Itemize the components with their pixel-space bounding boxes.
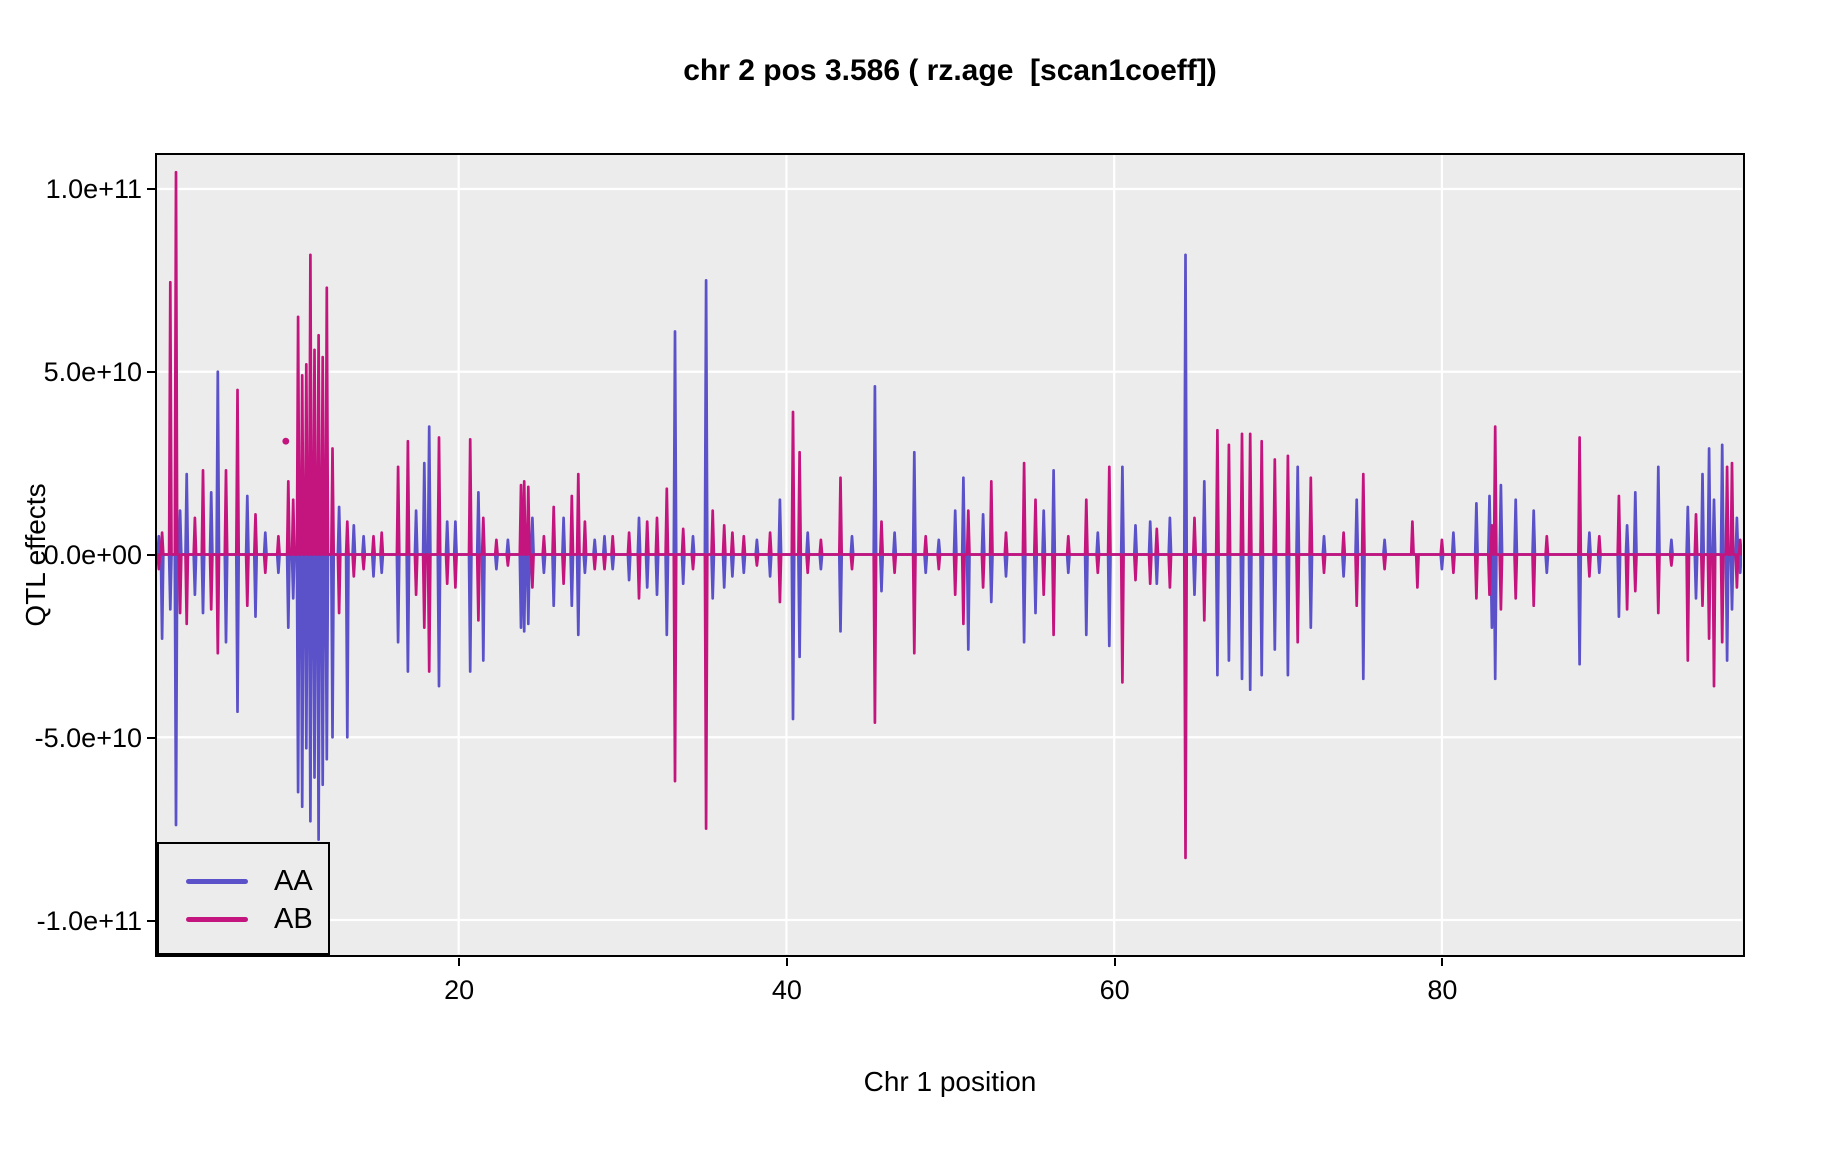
chart-title: chr 2 pos 3.586 ( rz.age [scan1coeff]) xyxy=(683,54,1217,87)
y-tick-label: 5.0e+10 xyxy=(43,357,142,388)
plot-panel xyxy=(155,153,1745,957)
y-tick-mark xyxy=(147,554,155,556)
y-tick-mark xyxy=(147,919,155,922)
x-tick-mark xyxy=(458,957,461,966)
x-tick-label: 80 xyxy=(1427,975,1458,1005)
y-tick-label: -5.0e+10 xyxy=(34,722,142,753)
x-tick-label: 20 xyxy=(444,975,475,1005)
y-tick-mark xyxy=(147,736,155,739)
x-tick-label: 60 xyxy=(1099,975,1130,1005)
series-line-AA xyxy=(157,253,1742,841)
legend: AA AB xyxy=(157,842,330,955)
legend-label: AB xyxy=(274,902,313,935)
y-tick-mark xyxy=(147,371,155,374)
legend-label: AA xyxy=(274,864,313,897)
legend-line-swatch-AB xyxy=(186,916,248,922)
y-tick-label: 0.0e+00 xyxy=(43,540,142,570)
x-tick-label: 40 xyxy=(771,975,802,1005)
y-tick-mark xyxy=(147,188,155,191)
data-point xyxy=(282,437,290,445)
legend-entry-AB: AB xyxy=(159,900,328,938)
y-tick-label: -1.0e+11 xyxy=(36,905,142,936)
x-tick-mark xyxy=(1113,957,1116,966)
legend-entry-AA: AA xyxy=(159,862,328,900)
y-tick-label: 1.0e+11 xyxy=(45,174,142,205)
x-tick-mark xyxy=(785,957,788,966)
x-tick-mark xyxy=(1441,957,1444,966)
plot-canvas xyxy=(157,155,1742,954)
legend-line-swatch-AA xyxy=(186,878,248,884)
series-line-AB xyxy=(157,170,1742,860)
x-axis-title: Chr 1 position xyxy=(863,1066,1037,1097)
